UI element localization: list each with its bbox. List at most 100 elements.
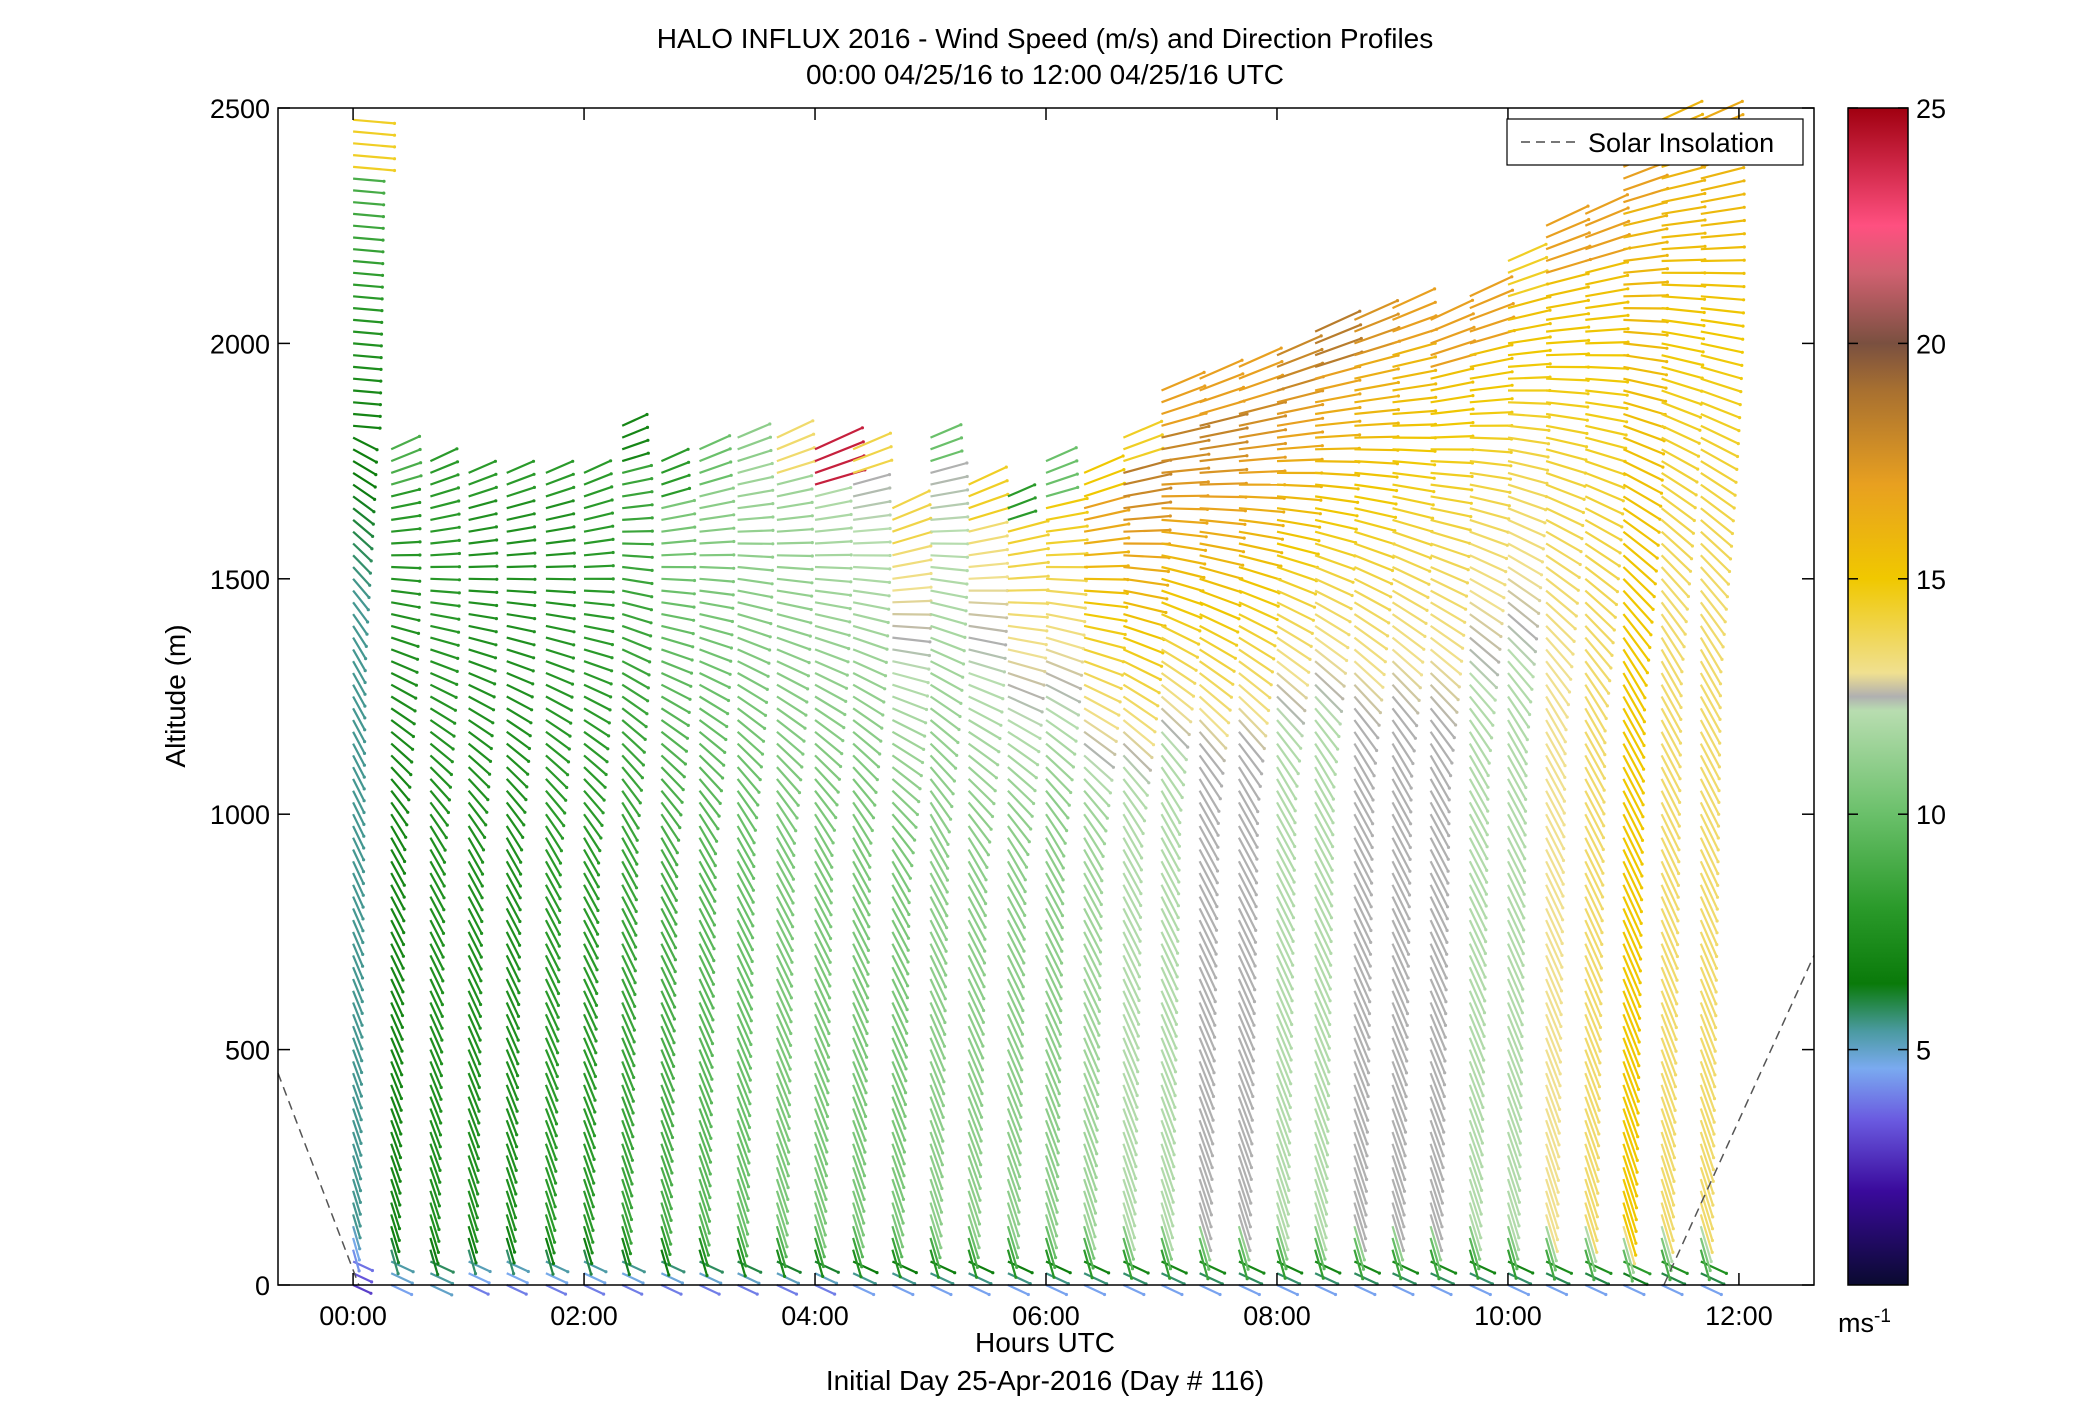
wind-vector-head bbox=[865, 1055, 869, 1059]
wind-vector-head bbox=[409, 773, 413, 777]
wind-vector-head bbox=[788, 1079, 792, 1083]
wind-vector bbox=[621, 801, 640, 829]
wind-vector bbox=[467, 1002, 482, 1029]
wind-vector bbox=[1429, 931, 1448, 967]
wind-vector-head bbox=[712, 947, 716, 951]
wind-vector bbox=[737, 577, 773, 585]
wind-vector bbox=[1007, 695, 1043, 713]
wind-vector-head bbox=[1320, 430, 1325, 434]
wind-vector-head bbox=[417, 618, 421, 622]
wind-vector bbox=[814, 978, 831, 1011]
wind-vector bbox=[1584, 825, 1605, 862]
wind-vector bbox=[1468, 872, 1488, 907]
wind-vector-head bbox=[1199, 616, 1203, 620]
wind-vector-head bbox=[787, 1126, 791, 1130]
wind-vector-head bbox=[445, 823, 449, 827]
wind-vector bbox=[390, 778, 410, 801]
wind-vector-head bbox=[514, 1192, 518, 1196]
wind-vector-head bbox=[532, 630, 536, 634]
wind-vector bbox=[505, 1249, 515, 1274]
wind-vector-head bbox=[764, 700, 769, 705]
wind-vector bbox=[699, 487, 734, 498]
wind-vector bbox=[1045, 931, 1063, 964]
wind-vector bbox=[429, 801, 449, 826]
wind-vector bbox=[1353, 1155, 1368, 1192]
wind-vector bbox=[814, 660, 848, 677]
wind-vector bbox=[1545, 648, 1572, 680]
wind-vector-head bbox=[1497, 660, 1501, 664]
wind-vector-head bbox=[901, 1197, 906, 1201]
wind-vector bbox=[736, 707, 766, 730]
wind-vector-head bbox=[1287, 1153, 1291, 1157]
wind-vector bbox=[1122, 719, 1155, 746]
wind-vector bbox=[1083, 978, 1101, 1012]
wind-vector bbox=[621, 1013, 636, 1043]
wind-vector bbox=[390, 1013, 404, 1040]
wind-vector bbox=[505, 872, 522, 899]
wind-vector bbox=[1507, 362, 1551, 368]
wind-vector bbox=[1506, 1214, 1520, 1250]
wind-vector bbox=[1353, 1119, 1369, 1157]
wind-vector bbox=[968, 636, 1006, 646]
wind-vector bbox=[814, 672, 847, 690]
wind-vector-head bbox=[604, 1270, 608, 1274]
wind-vector bbox=[1198, 896, 1218, 931]
wind-vector-head bbox=[400, 1049, 404, 1053]
wind-vector-head bbox=[1404, 1095, 1408, 1099]
wind-vector-head bbox=[1058, 1032, 1062, 1036]
wind-vector-head bbox=[673, 946, 678, 950]
wind-vector-head bbox=[1174, 1022, 1178, 1026]
wind-vector bbox=[1276, 334, 1322, 357]
wind-vector bbox=[1468, 848, 1488, 883]
wind-vector-head bbox=[360, 1000, 364, 1004]
wind-vector bbox=[506, 613, 535, 620]
wind-vector bbox=[1006, 884, 1026, 916]
wind-vector bbox=[1314, 896, 1333, 931]
wind-vector bbox=[429, 1249, 439, 1275]
wind-vector-head bbox=[1406, 988, 1410, 992]
wind-vector-head bbox=[1168, 514, 1172, 518]
wind-vector bbox=[1353, 1108, 1369, 1145]
wind-vector-head bbox=[1615, 590, 1619, 594]
wind-vector-head bbox=[1133, 1188, 1137, 1192]
wind-vector-head bbox=[359, 1141, 363, 1145]
wind-vector-head bbox=[551, 1272, 555, 1276]
wind-vector bbox=[1584, 1155, 1599, 1194]
wind-vector bbox=[891, 1131, 906, 1165]
wind-vector bbox=[1584, 919, 1603, 957]
wind-vector bbox=[621, 1072, 635, 1102]
wind-vector-head bbox=[378, 426, 382, 430]
wind-vector-head bbox=[609, 695, 613, 699]
wind-vector-head bbox=[1216, 821, 1220, 826]
wind-vector bbox=[505, 884, 522, 911]
wind-vector bbox=[1198, 683, 1231, 711]
wind-vector-head bbox=[673, 1005, 677, 1009]
wind-vector-head bbox=[982, 1008, 986, 1013]
wind-vector-head bbox=[379, 344, 383, 348]
wind-vector-head bbox=[959, 701, 963, 706]
wind-vector-head bbox=[1558, 1084, 1562, 1088]
wind-vector-head bbox=[1243, 509, 1247, 513]
wind-vector-head bbox=[630, 1158, 635, 1162]
wind-vector-head bbox=[941, 1139, 945, 1143]
wind-vector-head bbox=[787, 1138, 791, 1142]
wind-vector bbox=[1507, 376, 1551, 380]
wind-vector-head bbox=[374, 473, 378, 477]
wind-vector-head bbox=[1613, 615, 1617, 619]
wind-vector bbox=[544, 884, 561, 912]
wind-vector-head bbox=[1546, 442, 1551, 446]
wind-vector bbox=[621, 978, 636, 1007]
wind-vector bbox=[353, 424, 381, 430]
wind-vector bbox=[352, 754, 366, 778]
wind-vector-head bbox=[1176, 939, 1180, 943]
wind-vector-head bbox=[1331, 821, 1335, 825]
wind-vector-head bbox=[1409, 798, 1413, 802]
wind-vector-head bbox=[1254, 928, 1258, 933]
wind-vector bbox=[1198, 1131, 1214, 1168]
wind-vector-head bbox=[719, 1281, 723, 1285]
wind-vector bbox=[1275, 1143, 1291, 1179]
wind-vector-head bbox=[554, 1157, 558, 1161]
wind-vector-head bbox=[1096, 1057, 1101, 1061]
wind-vector bbox=[852, 1190, 865, 1224]
wind-vector-head bbox=[1301, 721, 1306, 725]
